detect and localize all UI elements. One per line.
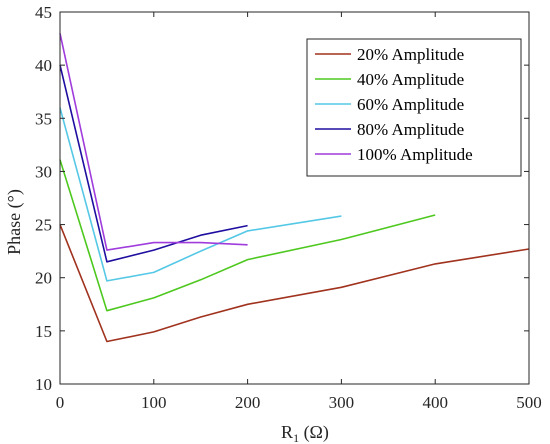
x-tick-label: 300 <box>329 393 355 412</box>
y-tick-label: 45 <box>35 3 52 22</box>
legend-label-4: 80% Amplitude <box>357 120 464 139</box>
x-tick-label: 500 <box>516 393 542 412</box>
x-tick-label: 200 <box>235 393 261 412</box>
legend-label-3: 60% Amplitude <box>357 95 464 114</box>
legend-box <box>306 38 522 177</box>
series-layer <box>59 33 530 343</box>
legend: 20% Amplitude 40% Amplitude 60% Amplitude 8… <box>306 38 522 177</box>
x-tick-label: 0 <box>56 393 65 412</box>
y-tick-label: 20 <box>35 269 52 288</box>
legend-label-2: 40% Amplitude <box>357 70 464 89</box>
y-tick-label: 30 <box>35 162 52 181</box>
legend-label-5: 100% Amplitude <box>357 145 473 164</box>
series-line-5 <box>59 33 248 251</box>
series-line-4 <box>59 64 248 263</box>
y-tick-label: 25 <box>35 216 52 235</box>
y-tick-label: 15 <box>35 322 52 341</box>
x-axis-label-subscript: 1 <box>293 431 299 444</box>
y-tick-label: 40 <box>35 56 52 75</box>
x-tick-label: 100 <box>141 393 167 412</box>
series-line-3 <box>59 107 342 282</box>
series-line-2 <box>59 159 436 312</box>
x-axis-label: R1 (Ω) <box>281 422 329 444</box>
x-axis-label-main: R <box>281 422 293 442</box>
legend-label-1: 20% Amplitude <box>357 45 464 64</box>
y-tick-label: 10 <box>35 375 52 394</box>
x-tick-label: 400 <box>422 393 448 412</box>
y-tick-label: 35 <box>35 109 52 128</box>
x-axis-label-unit: (Ω) <box>299 422 329 443</box>
axes-layer: 0 100 200 300 400 500 10 15 20 25 30 35 40 45 <box>35 3 542 412</box>
y-axis-label: Phase (°) <box>4 189 25 255</box>
series-line-1 <box>59 224 530 343</box>
axes-box <box>59 11 530 385</box>
